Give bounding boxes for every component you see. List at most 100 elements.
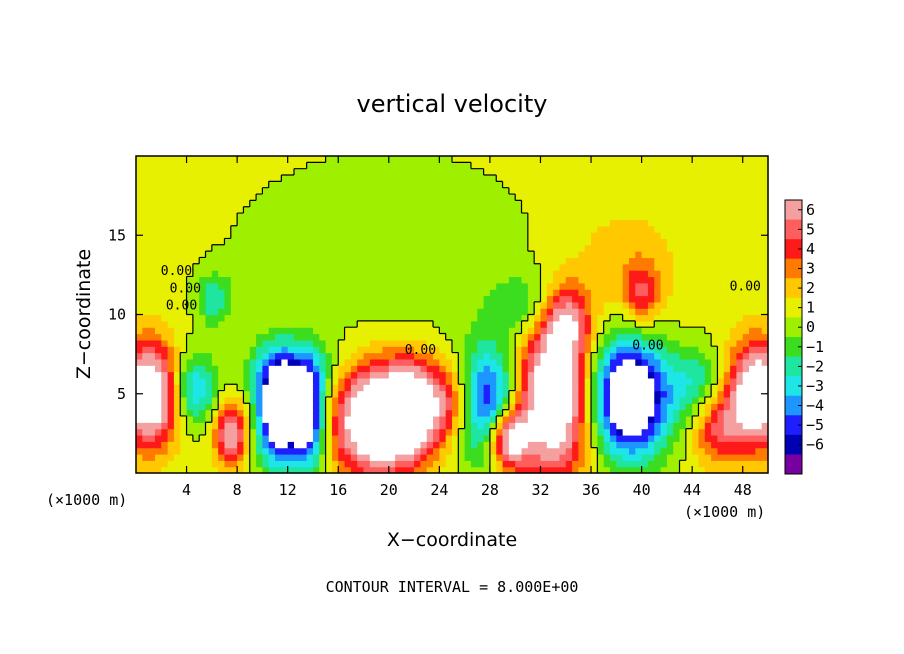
- field-cell: [527, 276, 535, 284]
- field-cell: [730, 327, 737, 335]
- field-cell: [281, 434, 289, 442]
- field-cell: [489, 175, 497, 182]
- field-cell: [496, 295, 504, 303]
- field-cell: [654, 365, 662, 373]
- field-cell: [711, 409, 719, 417]
- field-cell: [508, 219, 516, 227]
- field-cell: [666, 270, 674, 278]
- field-cell: [148, 244, 156, 252]
- field-cell: [616, 168, 624, 176]
- field-cell: [698, 396, 706, 404]
- field-cell: [730, 308, 737, 316]
- field-cell: [704, 295, 712, 303]
- field-cell: [622, 175, 630, 182]
- field-cell: [742, 181, 750, 189]
- field-cell: [622, 194, 630, 201]
- field-cell: [407, 244, 415, 252]
- field-cell: [654, 460, 662, 468]
- field-cell: [243, 295, 251, 303]
- field-cell: [546, 181, 554, 189]
- field-cell: [572, 213, 579, 220]
- field-cell: [331, 270, 339, 278]
- field-cell: [420, 339, 428, 347]
- field-cell: [376, 168, 384, 176]
- field-cell: [199, 390, 207, 398]
- field-cell: [508, 352, 516, 360]
- field-cell: [673, 466, 681, 474]
- field-cell: [192, 346, 200, 354]
- field-cell: [218, 390, 226, 398]
- field-cell: [622, 225, 630, 233]
- field-cell: [173, 194, 181, 201]
- field-cell: [470, 168, 478, 176]
- field-cell: [281, 263, 289, 271]
- field-cell: [186, 415, 194, 423]
- field-cell: [464, 289, 472, 297]
- field-cell: [654, 162, 662, 170]
- field-cell: [281, 428, 289, 436]
- field-cell: [256, 156, 263, 163]
- field-cell: [224, 384, 232, 392]
- field-cell: [338, 187, 346, 195]
- field-cell: [401, 213, 409, 220]
- field-cell: [376, 327, 384, 335]
- field-cell: [666, 466, 674, 474]
- field-cell: [553, 257, 561, 265]
- field-cell: [205, 270, 213, 278]
- field-cell: [388, 200, 396, 208]
- field-cell: [736, 295, 744, 303]
- field-cell: [186, 434, 194, 442]
- field-cell: [186, 295, 194, 303]
- field-cell: [660, 403, 668, 411]
- field-cell: [350, 308, 358, 316]
- field-cell: [673, 213, 681, 220]
- field-cell: [616, 213, 624, 220]
- field-cell: [294, 441, 301, 449]
- field-cell: [597, 352, 605, 360]
- field-cell: [755, 453, 763, 461]
- field-cell: [256, 365, 263, 373]
- field-cell: [534, 301, 542, 309]
- field-cell: [369, 396, 377, 404]
- field-cell: [218, 447, 226, 455]
- field-cell: [294, 415, 301, 423]
- field-cell: [268, 352, 276, 360]
- field-cell: [401, 371, 409, 379]
- field-cell: [704, 365, 712, 373]
- field-cell: [237, 282, 245, 290]
- field-cell: [224, 447, 232, 455]
- field-cell: [414, 263, 421, 271]
- field-cell: [319, 428, 327, 436]
- field-cell: [211, 453, 219, 461]
- field-cell: [186, 282, 194, 290]
- field-cell: [654, 289, 662, 297]
- field-cell: [218, 339, 226, 347]
- field-cell: [616, 187, 624, 195]
- field-cell: [452, 232, 459, 240]
- field-cell: [382, 225, 390, 233]
- field-cell: [692, 320, 700, 328]
- field-cell: [464, 333, 472, 341]
- field-cell: [306, 187, 314, 195]
- field-cell: [344, 232, 352, 240]
- field-cell: [192, 270, 200, 278]
- field-cell: [527, 295, 535, 303]
- field-cell: [363, 168, 371, 176]
- field-cell: [300, 162, 308, 170]
- field-cell: [243, 187, 251, 195]
- field-cell: [218, 434, 226, 442]
- field-cell: [344, 409, 352, 417]
- field-cell: [692, 270, 700, 278]
- field-cell: [433, 257, 440, 265]
- field-cell: [218, 238, 226, 246]
- field-cell: [591, 333, 598, 341]
- field-cell: [496, 466, 504, 474]
- field-cell: [483, 384, 491, 392]
- field-cell: [591, 251, 598, 259]
- field-cell: [559, 238, 567, 246]
- field-cell: [136, 206, 143, 214]
- field-cell: [376, 428, 384, 436]
- field-cell: [325, 194, 333, 201]
- field-cell: [350, 466, 358, 474]
- field-cell: [154, 232, 162, 240]
